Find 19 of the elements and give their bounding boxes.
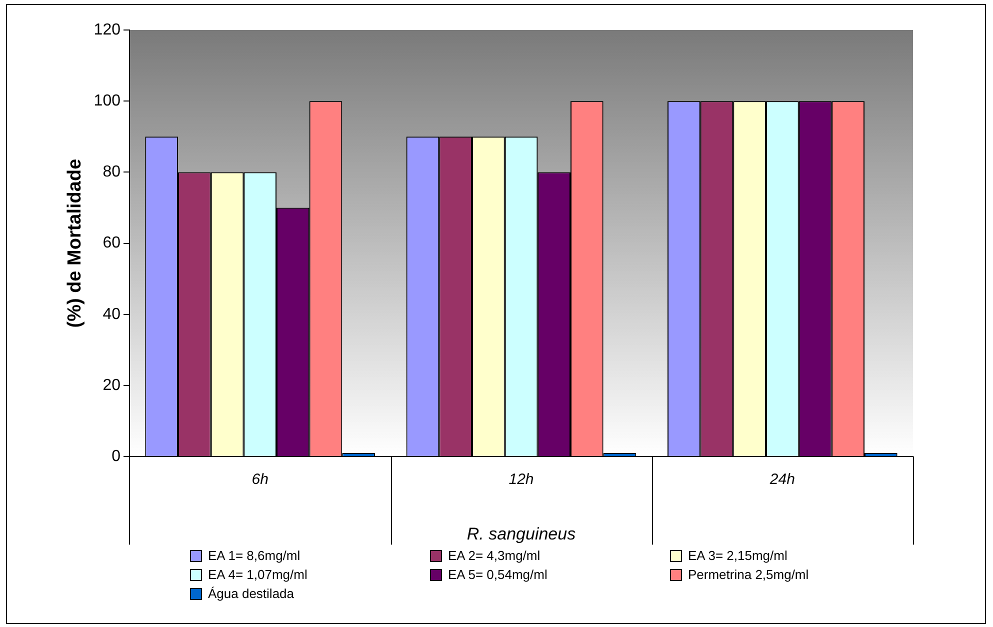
y-axis-title: (%) de Mortalidade <box>64 158 86 328</box>
legend-label: EA 4= 1,07mg/ml <box>208 567 308 582</box>
y-tick-label: 60 <box>102 234 121 252</box>
y-tick-label: 120 <box>94 21 121 38</box>
legend-label: Água destilada <box>208 586 294 601</box>
x-tick-label: 24h <box>768 470 795 488</box>
legend-label: EA 1= 8,6mg/ml <box>208 548 300 563</box>
legend-label: EA 2= 4,3mg/ml <box>448 548 540 563</box>
legend-label: EA 5= 0,54mg/ml <box>448 567 548 582</box>
y-tick-label: 80 <box>102 164 121 181</box>
x-tick-label: 6h <box>252 470 268 488</box>
legend-label: EA 3= 2,15mg/ml <box>688 548 788 563</box>
y-tick-label: 20 <box>102 376 121 394</box>
x-tick-label: 12h <box>508 470 534 488</box>
x-axis-title: R. sanguineus <box>466 524 576 544</box>
y-tick-label: 40 <box>102 306 121 323</box>
y-tick-label: 100 <box>94 92 121 110</box>
legend-label: Permetrina 2,5mg/ml <box>688 567 809 582</box>
y-tick-label: 0 <box>112 448 121 466</box>
